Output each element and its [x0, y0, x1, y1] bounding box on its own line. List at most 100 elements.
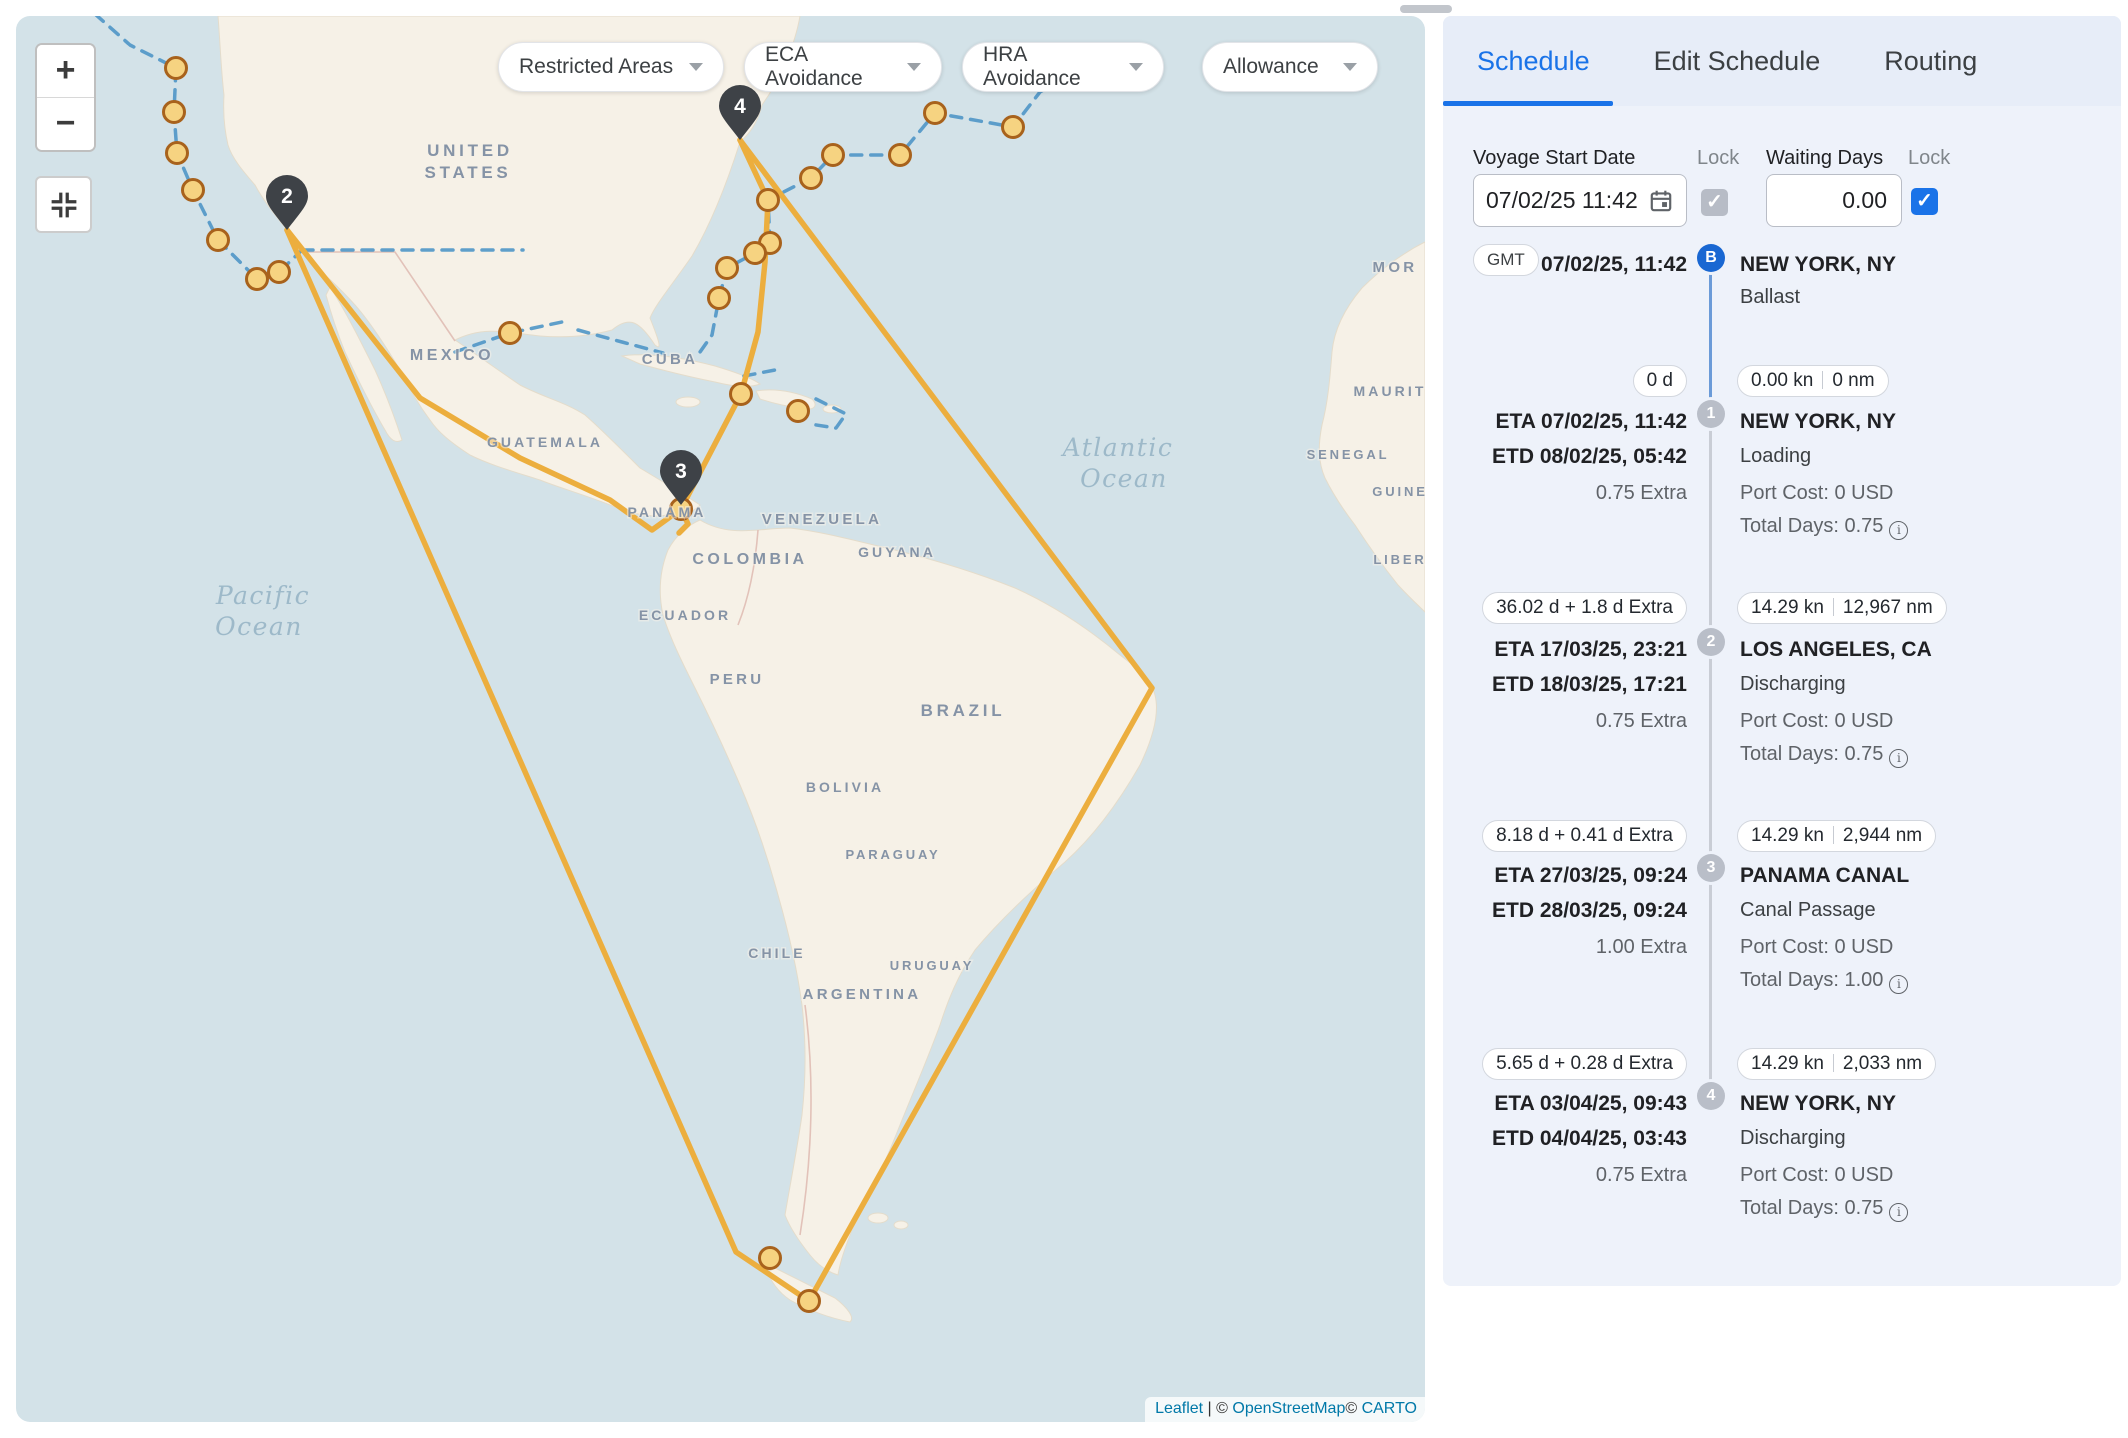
- stop-port: PANAMA CANAL: [1740, 864, 1910, 887]
- route-waypoint-dot[interactable]: [267, 260, 291, 284]
- stop-total-days: Total Days: 0.75 i: [1740, 515, 1909, 540]
- restricted-areas-dropdown[interactable]: Restricted Areas: [498, 42, 724, 92]
- route-waypoint-dot[interactable]: [206, 228, 230, 252]
- stop-etd: ETD 28/03/25, 09:24: [1492, 899, 1687, 922]
- info-icon[interactable]: i: [1889, 975, 1909, 994]
- stop-total-days: Total Days: 1.00 i: [1740, 969, 1909, 994]
- map-place-labels: UNITED STATES MEXICO CUBA GUATEMALA PANAMA VEN…: [215, 140, 1425, 1005]
- country-label: PANAMA: [628, 504, 707, 520]
- route-waypoint-dot[interactable]: [181, 178, 205, 202]
- route-waypoint-dot[interactable]: [888, 143, 912, 167]
- total-days-text: Total Days: 1.00: [1740, 969, 1884, 991]
- eca-dashed-line: [576, 328, 665, 355]
- country-label: BOLIVIA: [806, 779, 884, 795]
- route-waypoint-dot[interactable]: [743, 241, 767, 265]
- start-port: NEW YORK, NY: [1740, 253, 1896, 276]
- route-waypoint-dot[interactable]: [245, 267, 269, 291]
- timeline-node-stop-3[interactable]: 3: [1697, 854, 1725, 882]
- map-canvas[interactable]: UNITED STATES MEXICO CUBA GUATEMALA PANAMA VEN…: [16, 16, 1425, 1422]
- stop-port: NEW YORK, NY: [1740, 1092, 1896, 1115]
- zoom-out-button[interactable]: −: [37, 97, 94, 150]
- eca-dashed-line: [742, 368, 777, 378]
- waiting-days-input[interactable]: 0.00: [1766, 174, 1902, 227]
- info-icon[interactable]: i: [1889, 749, 1909, 768]
- tab-routing[interactable]: Routing: [1884, 45, 1978, 76]
- route-waypoint-dot[interactable]: [786, 399, 810, 423]
- stop-eta: ETA 27/03/25, 09:24: [1494, 864, 1687, 887]
- country-label: VENEZUELA: [762, 511, 883, 528]
- tab-edit-schedule[interactable]: Edit Schedule: [1653, 45, 1821, 76]
- voyage-route-line: [284, 227, 684, 533]
- stop-etd: ETD 18/03/25, 17:21: [1492, 673, 1687, 696]
- attribution-copy: ©: [1345, 1400, 1362, 1417]
- port-pin-marker-2[interactable]: 2: [266, 175, 308, 230]
- calendar-icon[interactable]: [1648, 188, 1674, 214]
- chevron-down-icon: [1343, 63, 1357, 71]
- route-waypoint-dot[interactable]: [165, 141, 189, 165]
- leg-speed: 14.29 kn: [1751, 825, 1824, 846]
- tab-schedule[interactable]: Schedule: [1477, 45, 1590, 76]
- port-pin-marker-4[interactable]: 4: [719, 85, 761, 140]
- leg-speed: 14.29 kn: [1751, 597, 1824, 618]
- route-waypoint-dot[interactable]: [923, 101, 947, 125]
- start-activity: Ballast: [1740, 286, 1801, 308]
- timeline-node-stop-2[interactable]: 2: [1697, 628, 1725, 656]
- stop-etd: ETD 04/04/25, 03:43: [1492, 1127, 1687, 1150]
- country-label: MOR: [1373, 259, 1418, 276]
- route-waypoint-dot[interactable]: [756, 188, 780, 212]
- lock-waiting-days-checkbox[interactable]: ✓: [1911, 188, 1938, 215]
- timeline-segment-ballast: [1709, 272, 1712, 400]
- pin-number: 3: [675, 460, 687, 483]
- route-waypoint-dot[interactable]: [758, 1246, 782, 1270]
- timeline-node-stop-1[interactable]: 1: [1697, 400, 1725, 428]
- leg-distance: 2,944 nm: [1842, 825, 1923, 846]
- allowance-dropdown[interactable]: Allowance: [1202, 42, 1378, 92]
- stop-port: LOS ANGELES, CA: [1740, 638, 1932, 661]
- eca-avoidance-dropdown[interactable]: ECA Avoidance: [744, 42, 942, 92]
- route-waypoint-dot[interactable]: [821, 143, 845, 167]
- info-icon[interactable]: i: [1889, 1203, 1909, 1222]
- hra-avoidance-dropdown[interactable]: HRA Avoidance: [962, 42, 1164, 92]
- openstreetmap-link[interactable]: OpenStreetMap: [1232, 1400, 1346, 1417]
- route-waypoint-dot[interactable]: [1001, 115, 1025, 139]
- port-markers: 2 3 4: [266, 85, 761, 505]
- chevron-down-icon: [689, 63, 703, 71]
- country-label: CUBA: [642, 351, 699, 368]
- timeline-node-ballast[interactable]: B: [1697, 244, 1725, 272]
- country-label: PARAGUAY: [845, 847, 940, 862]
- leg-distance: 12,967 nm: [1842, 597, 1933, 618]
- stop-extra-days: 1.00 Extra: [1595, 936, 1687, 958]
- zoom-in-button[interactable]: +: [37, 45, 94, 97]
- carto-link[interactable]: CARTO: [1361, 1400, 1417, 1417]
- stop-extra-days: 0.75 Extra: [1595, 1164, 1687, 1186]
- route-waypoints: [162, 56, 1025, 1313]
- voyage-start-date-input[interactable]: 07/02/25 11:42: [1473, 174, 1687, 227]
- lock-start-date-checkbox[interactable]: ✓: [1701, 189, 1728, 216]
- route-waypoint-dot[interactable]: [729, 382, 753, 406]
- leg-speed: 14.29 kn: [1751, 1053, 1824, 1074]
- schedule-panel: Schedule Edit Schedule Routing Voyage St…: [1443, 16, 2121, 1286]
- leaflet-link[interactable]: Leaflet: [1155, 1400, 1204, 1417]
- route-waypoint-dot[interactable]: [707, 286, 731, 310]
- info-icon[interactable]: i: [1889, 521, 1909, 540]
- country-label: LIBER: [1373, 552, 1425, 567]
- port-pin-marker-3[interactable]: 3: [660, 450, 702, 505]
- route-waypoint-dot[interactable]: [498, 321, 522, 345]
- pin-shape: [719, 85, 761, 140]
- map-zoom-control: + −: [35, 43, 96, 152]
- route-waypoint-dot[interactable]: [162, 100, 186, 124]
- route-waypoint-dot[interactable]: [164, 56, 188, 80]
- leg-speed-distance-pill: 14.29 kn 12,967 nm: [1737, 592, 1947, 624]
- country-label: ECUADOR: [639, 607, 731, 623]
- timeline-node-stop-4[interactable]: 4: [1697, 1082, 1725, 1110]
- route-waypoint-dot[interactable]: [799, 166, 823, 190]
- panel-resize-handle[interactable]: [1400, 5, 1452, 13]
- fit-bounds-button[interactable]: [35, 176, 92, 233]
- route-waypoint-dot[interactable]: [715, 256, 739, 280]
- voyage-map[interactable]: UNITED STATES MEXICO CUBA GUATEMALA PANAMA VEN…: [16, 16, 1425, 1422]
- stop-activity: Canal Passage: [1740, 899, 1876, 921]
- total-days-text: Total Days: 0.75: [1740, 1197, 1884, 1219]
- country-label: COLOMBIA: [692, 551, 807, 568]
- route-waypoint-dot[interactable]: [797, 1289, 821, 1313]
- pin-number: 4: [734, 95, 746, 118]
